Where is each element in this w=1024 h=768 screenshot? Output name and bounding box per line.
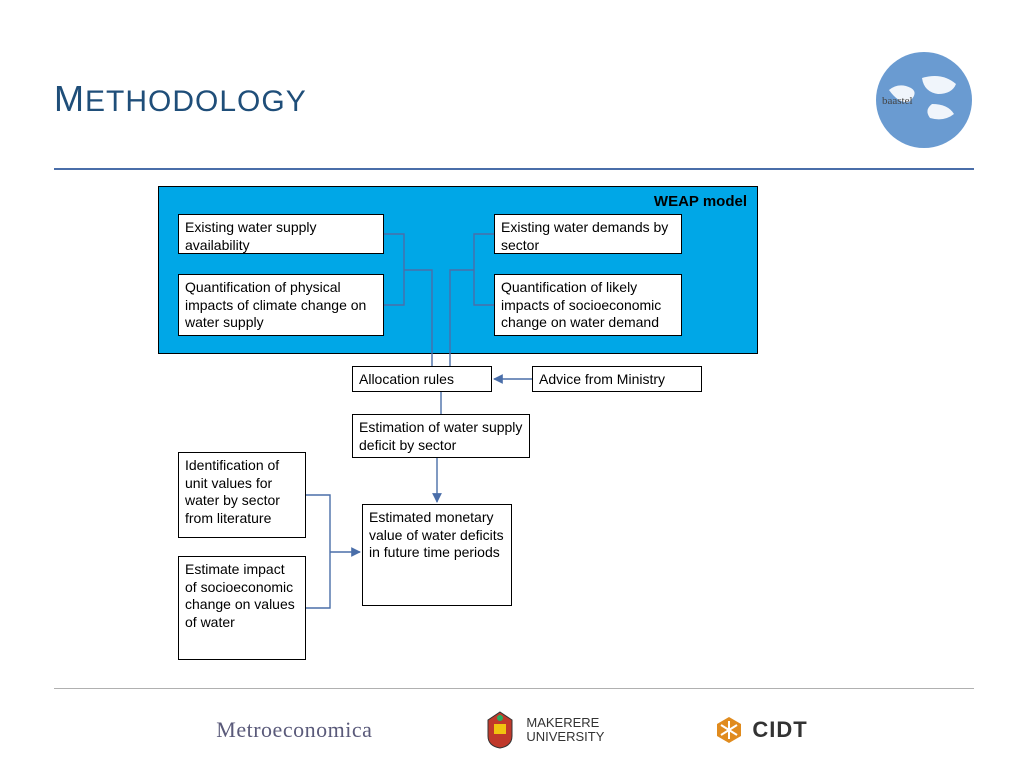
node-advice-ministry: Advice from Ministry [532, 366, 702, 392]
node-supply-availability: Existing water supply availability [178, 214, 384, 254]
node-monetary: Estimated monetary value of water defici… [362, 504, 512, 606]
cidt-hex-icon [714, 715, 744, 745]
footer-logos: Metroeconomica MAKERERE UNIVERSITY CIDT [0, 700, 1024, 760]
node-unit-values: Identification of unit values for water … [178, 452, 306, 538]
methodology-flowchart: WEAP model Existing water supply availab… [0, 0, 1024, 768]
node-allocation-rules: Allocation rules [352, 366, 492, 392]
node-socio-values: Estimate impact of socioeconomic change … [178, 556, 306, 660]
node-climate-impact: Quantification of physical impacts of cl… [178, 274, 384, 336]
cidt-logo: CIDT [714, 715, 807, 745]
metroeconomica-logo: Metroeconomica [216, 717, 372, 743]
flowchart-connectors [0, 0, 1024, 768]
makerere-logo: MAKERERE UNIVERSITY [482, 710, 604, 750]
weap-label: WEAP model [654, 193, 747, 210]
makerere-crest-icon [482, 710, 518, 750]
node-demand-sector: Existing water demands by sector [494, 214, 682, 254]
footer-rule [54, 688, 974, 689]
node-deficit: Estimation of water supply deficit by se… [352, 414, 530, 458]
node-socio-demand: Quantification of likely impacts of soci… [494, 274, 682, 336]
